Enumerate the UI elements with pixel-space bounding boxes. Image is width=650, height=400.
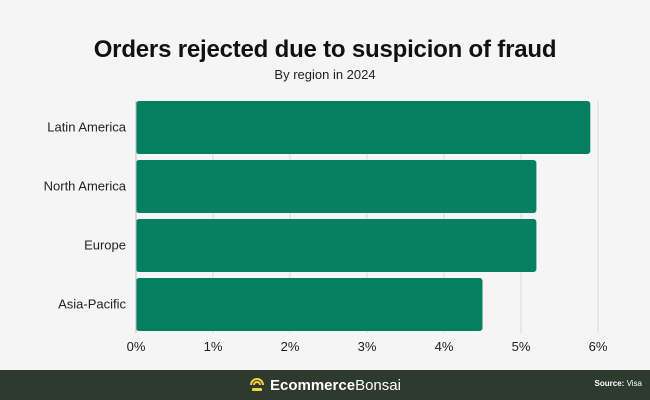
bar bbox=[136, 278, 483, 331]
x-tick-label: 1% bbox=[204, 339, 223, 354]
x-tick-label: 4% bbox=[435, 339, 454, 354]
category-label: North America bbox=[44, 179, 127, 194]
chart-subtitle: By region in 2024 bbox=[274, 67, 376, 82]
category-label: Latin America bbox=[47, 120, 127, 135]
brand-logo: EcommerceBonsai bbox=[248, 376, 401, 394]
source-label: Source: bbox=[594, 379, 625, 388]
bar bbox=[136, 101, 591, 154]
footer-bar: EcommerceBonsai Source: Visa bbox=[0, 370, 650, 400]
x-tick-label: 2% bbox=[281, 339, 300, 354]
x-tick-label: 5% bbox=[512, 339, 531, 354]
brand-name: EcommerceBonsai bbox=[270, 377, 401, 394]
brand-name-part1: Ecommerce bbox=[270, 376, 356, 394]
chart-title: Orders rejected due to suspicion of frau… bbox=[93, 36, 557, 63]
bonsai-logo-icon bbox=[250, 378, 264, 391]
x-tick-label: 0% bbox=[127, 339, 146, 354]
bar bbox=[136, 219, 537, 272]
x-tick-label: 3% bbox=[358, 339, 377, 354]
category-label: Europe bbox=[84, 238, 126, 253]
bar-chart: 0% 1% 2% 3% 4% 5% 6% Latin America North America… bbox=[44, 101, 608, 354]
bar bbox=[136, 160, 537, 213]
source-note: Source: Visa bbox=[595, 379, 642, 388]
x-tick-label: 6% bbox=[589, 339, 608, 354]
brand-name-part2: Bonsai bbox=[355, 376, 401, 394]
category-label: Asia-Pacific bbox=[58, 297, 126, 312]
source-value: Visa bbox=[626, 379, 642, 388]
